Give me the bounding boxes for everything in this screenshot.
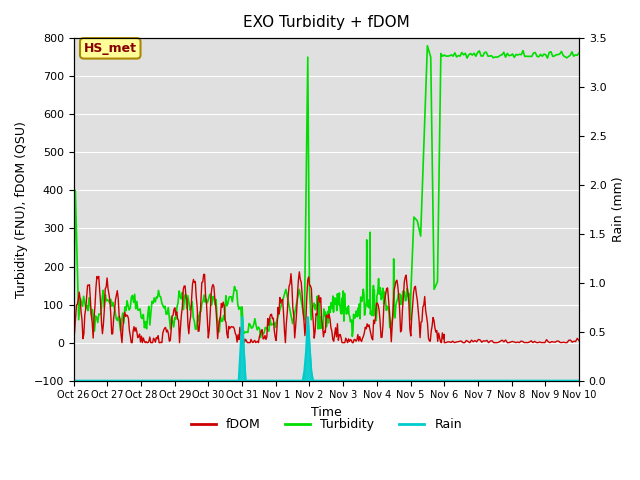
Y-axis label: Rain (mm): Rain (mm) bbox=[612, 177, 625, 242]
Legend: fDOM, Turbidity, Rain: fDOM, Turbidity, Rain bbox=[186, 413, 467, 436]
Y-axis label: Turbidity (FNU), fDOM (QSU): Turbidity (FNU), fDOM (QSU) bbox=[15, 121, 28, 298]
X-axis label: Time: Time bbox=[311, 406, 342, 419]
Title: EXO Turbidity + fDOM: EXO Turbidity + fDOM bbox=[243, 15, 410, 30]
Text: HS_met: HS_met bbox=[84, 42, 137, 55]
